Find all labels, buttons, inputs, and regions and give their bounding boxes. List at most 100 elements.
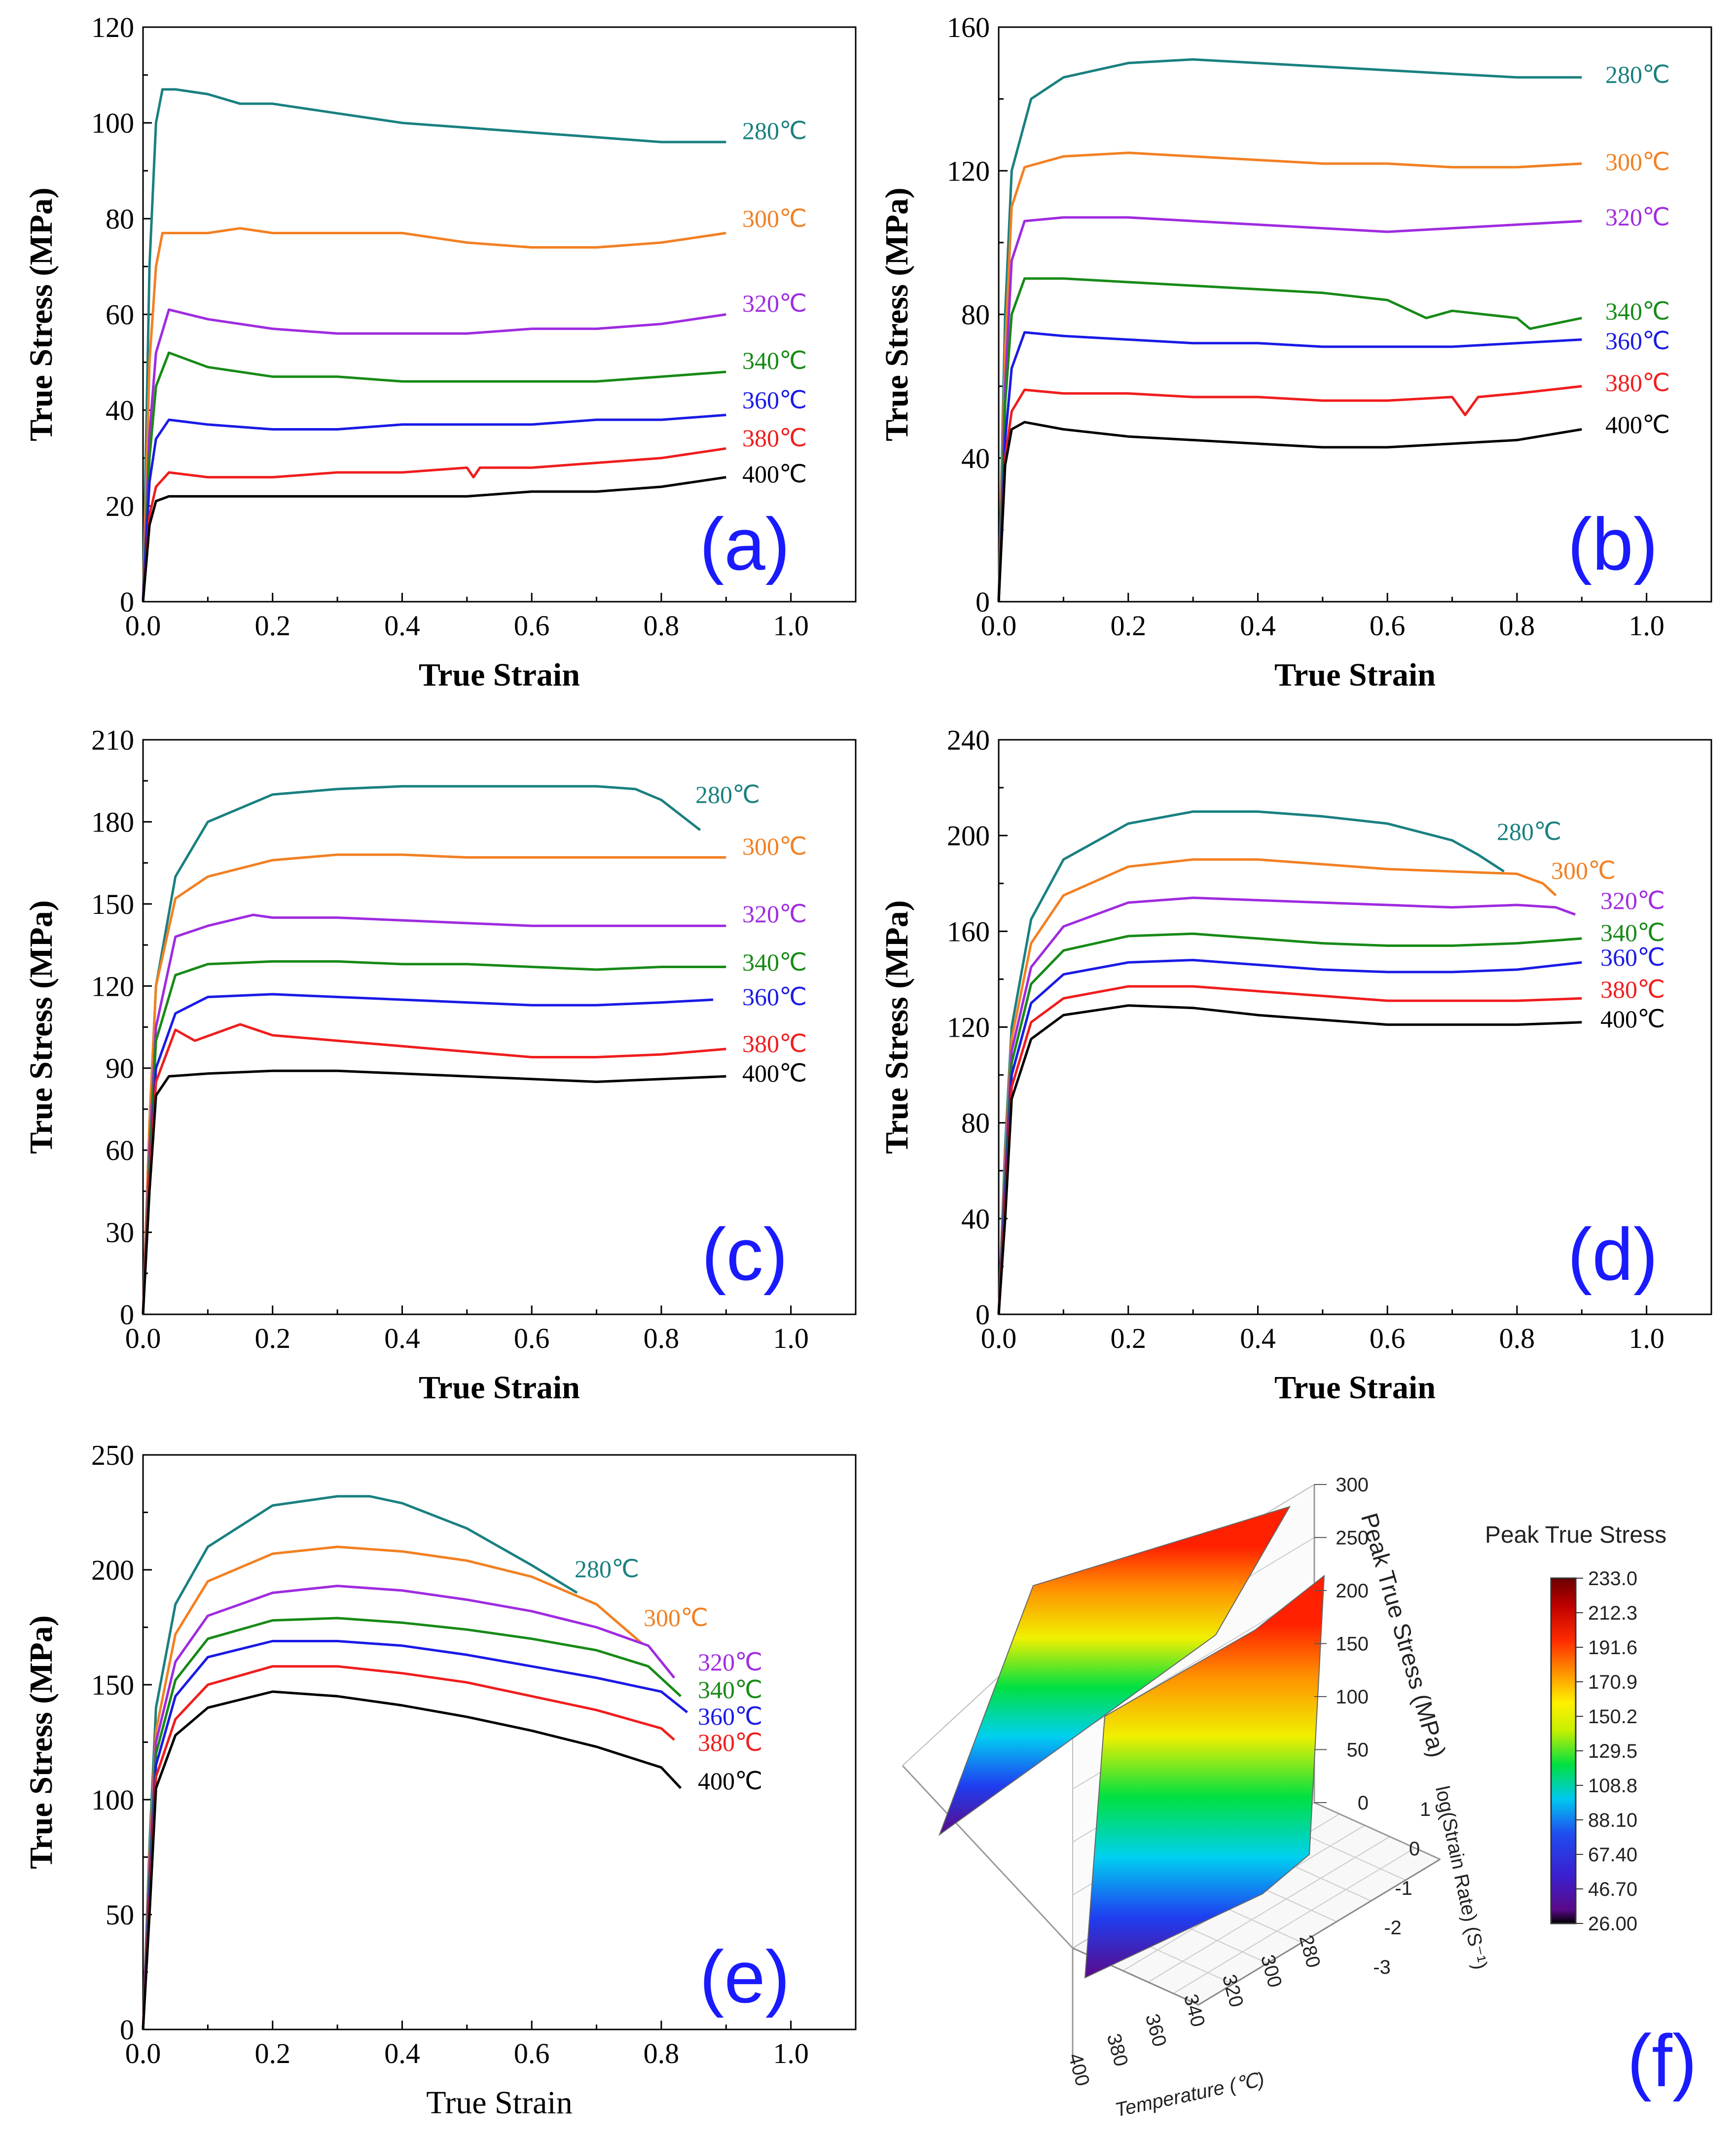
x-tick-label: 1.0 <box>1628 610 1664 642</box>
x-tick-label: 0.8 <box>644 2037 680 2069</box>
x-tick-label: 0.6 <box>514 2037 550 2069</box>
y-axis-title: True Stress (MPa) <box>23 1615 59 1869</box>
series-line-7 <box>142 1690 682 2030</box>
y-tick-label: 60 <box>106 299 134 331</box>
series-label-5: 360℃ <box>1600 943 1665 971</box>
series-line-7 <box>142 476 726 602</box>
series-line-1 <box>997 58 1582 602</box>
colorbar-tick-label: 191.6 <box>1588 1637 1637 1659</box>
colorbar-tick-label: 212.3 <box>1588 1602 1637 1624</box>
x-tick-label: 0.6 <box>514 1322 550 1354</box>
series-label-5: 360℃ <box>1605 327 1670 355</box>
colorbar-tick-label: 150.2 <box>1588 1706 1637 1728</box>
series-line-7 <box>997 421 1582 602</box>
colorbar-tick-label: 88.10 <box>1588 1810 1637 1831</box>
panel-letter: (f) <box>1627 2019 1697 2102</box>
x-tick-label: 0.2 <box>254 1322 290 1354</box>
x-tick-label: 0.2 <box>254 610 290 642</box>
series-line-5 <box>142 413 726 602</box>
x-tick-label: 0.6 <box>514 610 550 642</box>
panel-f-surface: 0 50 100 150 200 250 300 Peak True Stress (MPa)… <box>902 1474 1697 2121</box>
series-label-5: 360℃ <box>742 983 807 1011</box>
series-label-7: 400℃ <box>698 1767 762 1795</box>
series-label-6: 380℃ <box>698 1729 762 1756</box>
y-tick-label: 200 <box>91 1554 134 1586</box>
x-tick-label: 0.4 <box>384 1322 420 1354</box>
y3d-tick-label: -2 <box>1384 1917 1402 1939</box>
series-label-1: 280℃ <box>575 1555 639 1583</box>
x3d-tick-label: 360 <box>1141 2012 1171 2049</box>
series-label-4: 340℃ <box>1600 919 1665 946</box>
series-line-6 <box>142 1665 675 2030</box>
colorbar-tick-label: 67.40 <box>1588 1844 1637 1866</box>
x3d-tick-label: 300 <box>1257 1953 1286 1990</box>
series-line-6 <box>142 1023 726 1315</box>
series-label-1: 280℃ <box>742 117 807 145</box>
series-label-3: 320℃ <box>1600 887 1665 914</box>
y-tick-label: 120 <box>947 155 990 187</box>
series-label-4: 340℃ <box>1605 297 1670 325</box>
z-tick-label: 0 <box>1358 1792 1369 1814</box>
series-line-7 <box>142 1069 726 1315</box>
series-label-7: 400℃ <box>742 460 807 488</box>
panel-letter: (c) <box>702 1213 788 1296</box>
colorbar-tick-label: 46.70 <box>1588 1879 1637 1900</box>
y-tick-label: 100 <box>91 107 134 139</box>
x-tick-label: 0.2 <box>1110 610 1146 642</box>
series-label-3: 320℃ <box>698 1648 762 1676</box>
y-tick-label: 120 <box>91 11 134 43</box>
grid-line <box>1173 1847 1415 1994</box>
x-tick-label: 0.8 <box>644 1322 680 1354</box>
y-tick-label: 100 <box>91 1784 134 1816</box>
x-tick-label: 0.0 <box>981 610 1017 642</box>
z-tick-label: 300 <box>1336 1474 1369 1496</box>
series-line-1 <box>997 810 1505 1315</box>
y-tick-label: 160 <box>947 915 990 947</box>
y-tick-label: 160 <box>947 11 990 43</box>
series-label-7: 400℃ <box>1600 1005 1665 1033</box>
y-tick-label: 80 <box>106 203 134 235</box>
surface-upper <box>938 1506 1291 1836</box>
z-tick-label: 50 <box>1347 1739 1369 1761</box>
y-tick-label: 40 <box>106 395 134 427</box>
series-line-4 <box>997 277 1582 602</box>
series-line-3 <box>997 216 1582 602</box>
series-label-2: 300℃ <box>1605 148 1670 176</box>
series-line-6 <box>997 985 1582 1315</box>
series-line-1 <box>142 1495 578 2030</box>
y-axis-title: True Stress (MPa) <box>879 900 915 1154</box>
y-tick-label: 150 <box>91 888 134 920</box>
series-label-4: 340℃ <box>742 347 807 374</box>
x-tick-label: 1.0 <box>1628 1322 1664 1354</box>
series-label-6: 380℃ <box>1600 976 1665 1003</box>
y-tick-label: 0 <box>120 1299 134 1331</box>
x-axis-title: True Strain <box>1274 657 1436 693</box>
x-tick-label: 0.0 <box>125 2037 161 2069</box>
series-label-2: 300℃ <box>742 833 807 860</box>
colorbar-tick-label: 233.0 <box>1588 1568 1637 1590</box>
surface-lower <box>1084 1574 1325 1979</box>
series-line-5 <box>997 331 1582 602</box>
panel-letter: (d) <box>1567 1213 1658 1296</box>
series-label-2: 300℃ <box>742 205 807 232</box>
x-tick-label: 0.8 <box>644 610 680 642</box>
y3d-tick-label: 0 <box>1409 1838 1420 1860</box>
panel-letter: (e) <box>699 1935 790 2018</box>
box-edge <box>1072 1858 1441 2006</box>
series-line-4 <box>142 351 726 602</box>
series-label-3: 320℃ <box>1605 203 1670 231</box>
x-tick-label: 0.2 <box>254 2037 290 2069</box>
box-edge <box>902 1765 1074 2062</box>
y-tick-label: 0 <box>976 1299 990 1331</box>
series-label-1: 280℃ <box>695 781 760 808</box>
series-line-2 <box>142 853 726 1315</box>
x-axis-title: True Strain <box>419 657 580 693</box>
series-label-2: 300℃ <box>644 1604 708 1631</box>
series-line-6 <box>142 447 726 602</box>
x3d-tick-label: 400 <box>1064 2051 1094 2089</box>
x-tick-label: 0.4 <box>384 2037 420 2069</box>
x-tick-label: 0.2 <box>1110 1322 1146 1354</box>
z-tick-label: 250 <box>1336 1527 1369 1549</box>
series-label-2: 300℃ <box>1551 857 1616 884</box>
series-line-3 <box>142 1585 676 2030</box>
